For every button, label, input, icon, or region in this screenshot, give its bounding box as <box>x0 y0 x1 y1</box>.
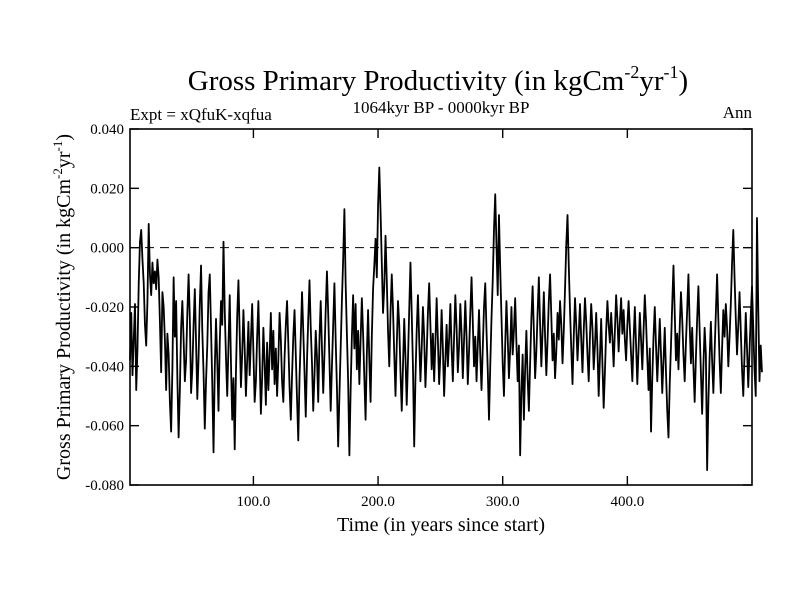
y-tick-label: -0.060 <box>85 419 124 435</box>
y-tick-label: -0.080 <box>85 478 124 494</box>
chart-title-sup1: -2 <box>624 62 639 82</box>
x-axis-label: Time (in years since start) <box>337 514 545 536</box>
y-axis-label: Gross Primary Productivity (in kgCm-2yr-… <box>50 134 75 480</box>
chart-title-end: ) <box>679 65 689 97</box>
x-tick-label: 200.0 <box>361 494 395 510</box>
y-tick-label: 0.000 <box>90 241 124 257</box>
y-axis: 0.040 0.020 0.000 -0.020 -0.040 -0.060 -0.080 <box>85 122 752 494</box>
series-line <box>129 166 763 472</box>
y-tick-label: -0.020 <box>85 300 124 316</box>
chart-title: Gross Primary Productivity (in kgCm-2yr-… <box>188 62 688 97</box>
y-tick-label: 0.040 <box>90 122 124 138</box>
experiment-label: Expt = xQfuK-xqfua <box>130 105 272 124</box>
x-tick-label: 400.0 <box>610 494 644 510</box>
y-tick-label: 0.020 <box>90 181 124 197</box>
chart-title-mid: yr <box>639 65 664 97</box>
plot-area: 100.0 200.0 300.0 400.0 0.040 0.020 0.000 -0.0… <box>85 122 763 510</box>
y-axis-label-sup1: -2 <box>50 168 65 179</box>
y-axis-label-sup2: -1 <box>50 141 65 152</box>
x-axis: 100.0 200.0 300.0 400.0 <box>237 129 644 510</box>
season-label: Ann <box>723 103 753 122</box>
y-axis-label-main: Gross Primary Productivity (in kgCm <box>53 179 75 481</box>
x-tick-label: 300.0 <box>486 494 520 510</box>
y-axis-label-end: ) <box>53 134 75 141</box>
chart-title-sup2: -1 <box>664 62 679 82</box>
y-tick-label: -0.040 <box>85 359 124 375</box>
y-axis-label-mid: yr <box>53 151 75 168</box>
chart-title-main: Gross Primary Productivity (in kgCm <box>188 65 625 97</box>
x-tick-label: 100.0 <box>237 494 271 510</box>
period-label: 1064kyr BP - 0000kyr BP <box>353 98 530 117</box>
